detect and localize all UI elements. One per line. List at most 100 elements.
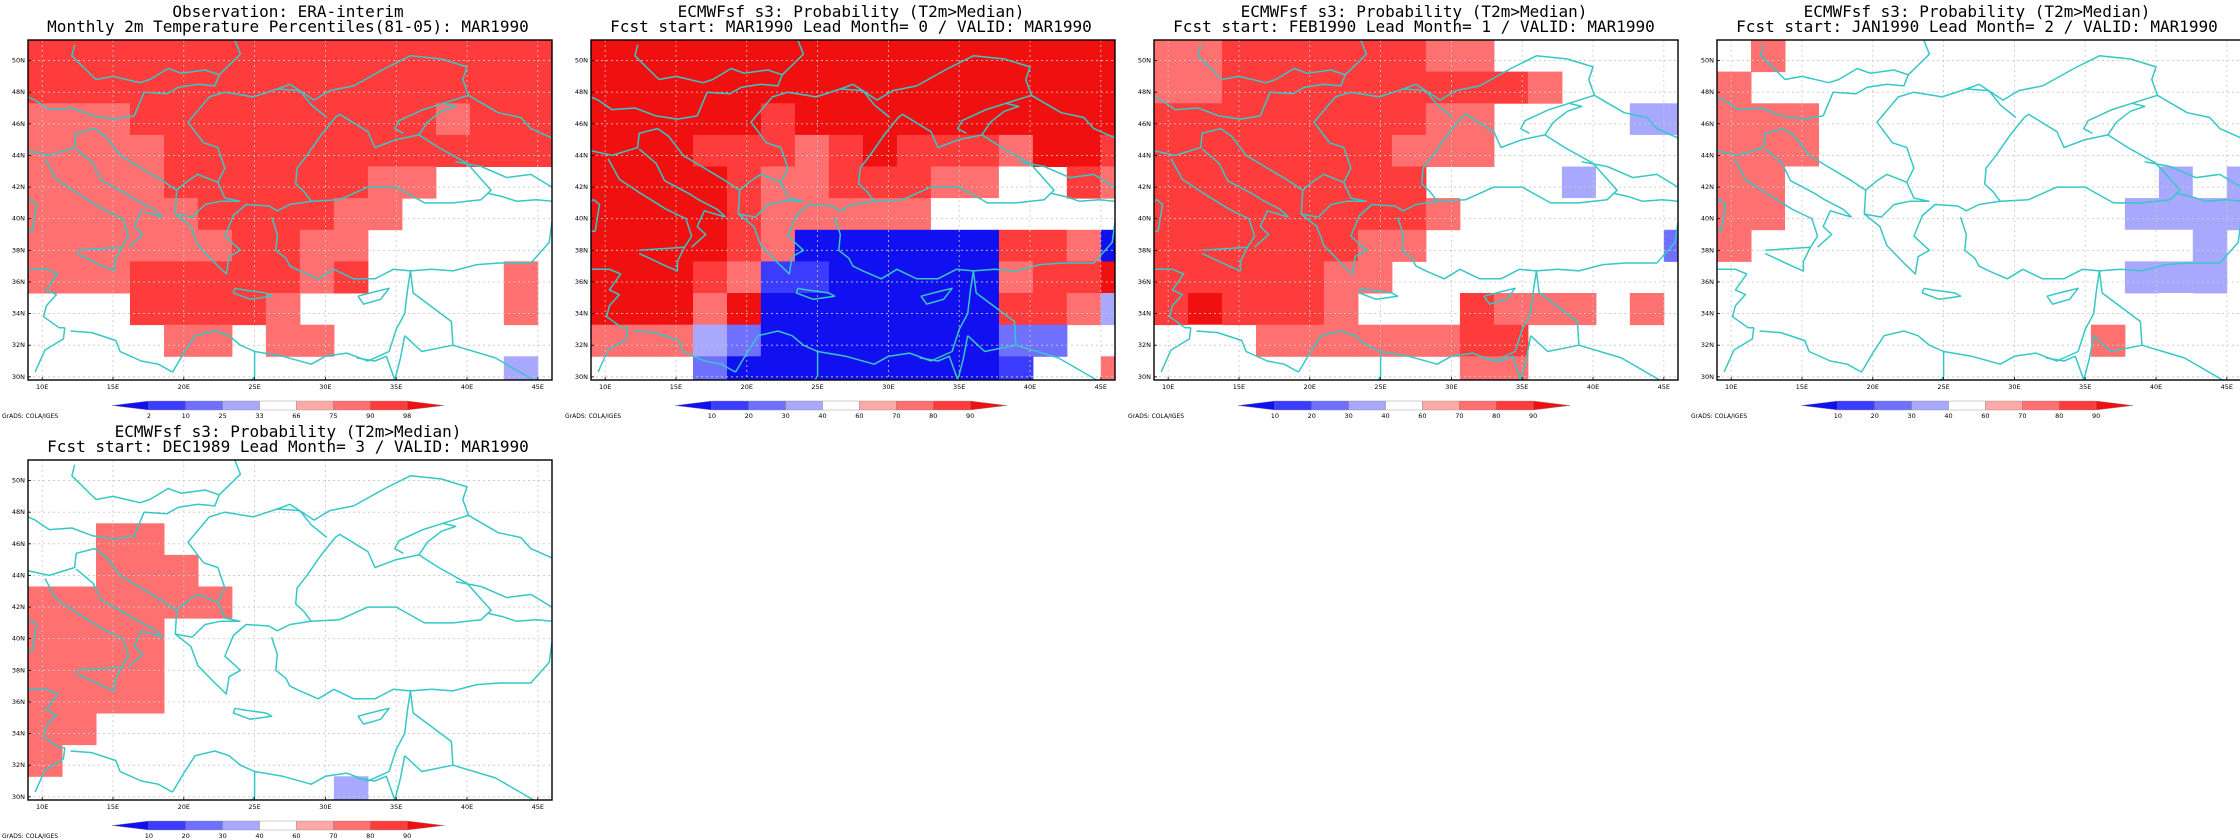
grid-cell — [1154, 229, 1189, 262]
lat-label: 50N — [575, 57, 588, 65]
grid-cell — [1188, 293, 1223, 326]
lon-label: 45E — [1658, 383, 1670, 391]
coastline — [251, 351, 256, 380]
grid-cell — [164, 586, 199, 619]
grid-cell — [164, 554, 199, 587]
grid-cell — [930, 356, 966, 380]
grid-cell — [1032, 103, 1068, 136]
coastline — [1018, 161, 1115, 188]
coastline — [734, 216, 975, 373]
coastline — [591, 268, 628, 329]
grid-cell — [469, 40, 505, 73]
grid-cell — [1323, 166, 1359, 199]
grid-cell — [862, 198, 898, 231]
colorbar-swatch — [1348, 400, 1386, 411]
grid-cell — [265, 261, 301, 294]
grid-cell — [1920, 229, 1956, 262]
grid-cell — [333, 554, 369, 587]
grid-cell — [625, 40, 660, 73]
colorbar-label: 98 — [403, 412, 411, 420]
grid-cell — [333, 71, 369, 104]
coastline — [452, 344, 534, 380]
colorbar-swatch — [674, 400, 713, 411]
grid-cell — [1954, 261, 1990, 294]
grid-cell — [2226, 293, 2240, 326]
coastline — [1344, 40, 1368, 76]
grid-cell — [62, 713, 97, 746]
grid-cell — [1188, 166, 1223, 199]
grid-cell — [760, 103, 796, 136]
grid-cell — [1663, 229, 1678, 262]
lat-label: 50N — [12, 477, 25, 485]
grid-cell — [862, 103, 898, 136]
colorbar-label: 90 — [966, 412, 974, 420]
colorbar-label: 20 — [745, 412, 753, 420]
lat-label: 38N — [1701, 246, 1714, 254]
grid-cell — [130, 523, 165, 556]
grid-cell — [1391, 134, 1427, 167]
grid-cell — [862, 324, 898, 357]
grid-cell — [231, 491, 267, 524]
grid-cell — [1425, 324, 1461, 357]
coastline — [468, 514, 552, 559]
colorbar-label: 60 — [292, 832, 300, 840]
grid-cell — [1595, 198, 1631, 231]
grid-cell — [197, 586, 233, 619]
grid-cell — [265, 229, 301, 262]
coastline — [1578, 344, 1660, 380]
colorbar: 2 10 25 33 66 75 90 98 — [111, 400, 445, 420]
grid-cell — [1853, 134, 1888, 167]
grid-cell — [760, 293, 796, 326]
grid-cell — [1819, 324, 1854, 357]
grid-cell — [1493, 324, 1529, 357]
grid-cell — [1290, 261, 1325, 294]
grid-cell — [862, 293, 898, 326]
grid-cell — [591, 166, 626, 199]
panel-observation: 30N 32N 34N 36N 38N 40N 42N 44N 46N 48N 50N 10E 15E 2… — [2, 0, 562, 420]
coastline — [1530, 270, 1580, 353]
grid-cell — [1629, 198, 1665, 231]
grid-cell — [1954, 229, 1990, 262]
grid-cell — [1954, 198, 1990, 231]
grid-cell — [964, 229, 1000, 262]
coastline — [28, 113, 492, 275]
grid-cell — [197, 103, 233, 136]
colorbar-swatch — [785, 400, 823, 411]
grid-cell — [2192, 229, 2228, 262]
colorbar-label: 60 — [1418, 412, 1426, 420]
grid-cell — [1751, 198, 1786, 231]
colorbar-swatch — [1385, 400, 1423, 411]
coastline — [455, 581, 552, 608]
grid-cell — [998, 166, 1034, 199]
grid-cell — [299, 103, 335, 136]
coastline — [75, 568, 164, 638]
grid-cell — [1323, 198, 1359, 231]
grid-cell — [1988, 261, 2024, 294]
lon-label: 35E — [390, 383, 402, 391]
lon-label: 25E — [248, 803, 260, 811]
grid-cell — [2226, 198, 2240, 231]
coastline — [1197, 44, 1346, 117]
grid-cell — [231, 776, 267, 800]
grid-cell — [1188, 324, 1223, 357]
colorbar-swatch — [1274, 400, 1312, 411]
grid-cell — [760, 261, 796, 294]
grid-cell — [1066, 40, 1102, 73]
coastline — [1723, 327, 1755, 373]
grid-cell — [1717, 71, 1752, 104]
colorbar-label: 25 — [219, 412, 227, 420]
grid-cell — [1717, 166, 1752, 199]
grid-cell — [1629, 166, 1665, 199]
colorbar-swatch — [296, 400, 334, 411]
colorbar-swatch — [1985, 400, 2023, 411]
colorbar-swatch — [1459, 400, 1497, 411]
lat-label: 36N — [12, 278, 25, 286]
coastline — [251, 771, 256, 800]
grid-cell — [1853, 293, 1888, 326]
lon-label: 10E — [36, 383, 48, 391]
grid-cell — [1357, 103, 1393, 136]
grid-cell — [1459, 293, 1495, 326]
colorbar-swatch — [111, 820, 150, 831]
lat-label: 40N — [575, 215, 588, 223]
grid-cell — [1290, 293, 1325, 326]
